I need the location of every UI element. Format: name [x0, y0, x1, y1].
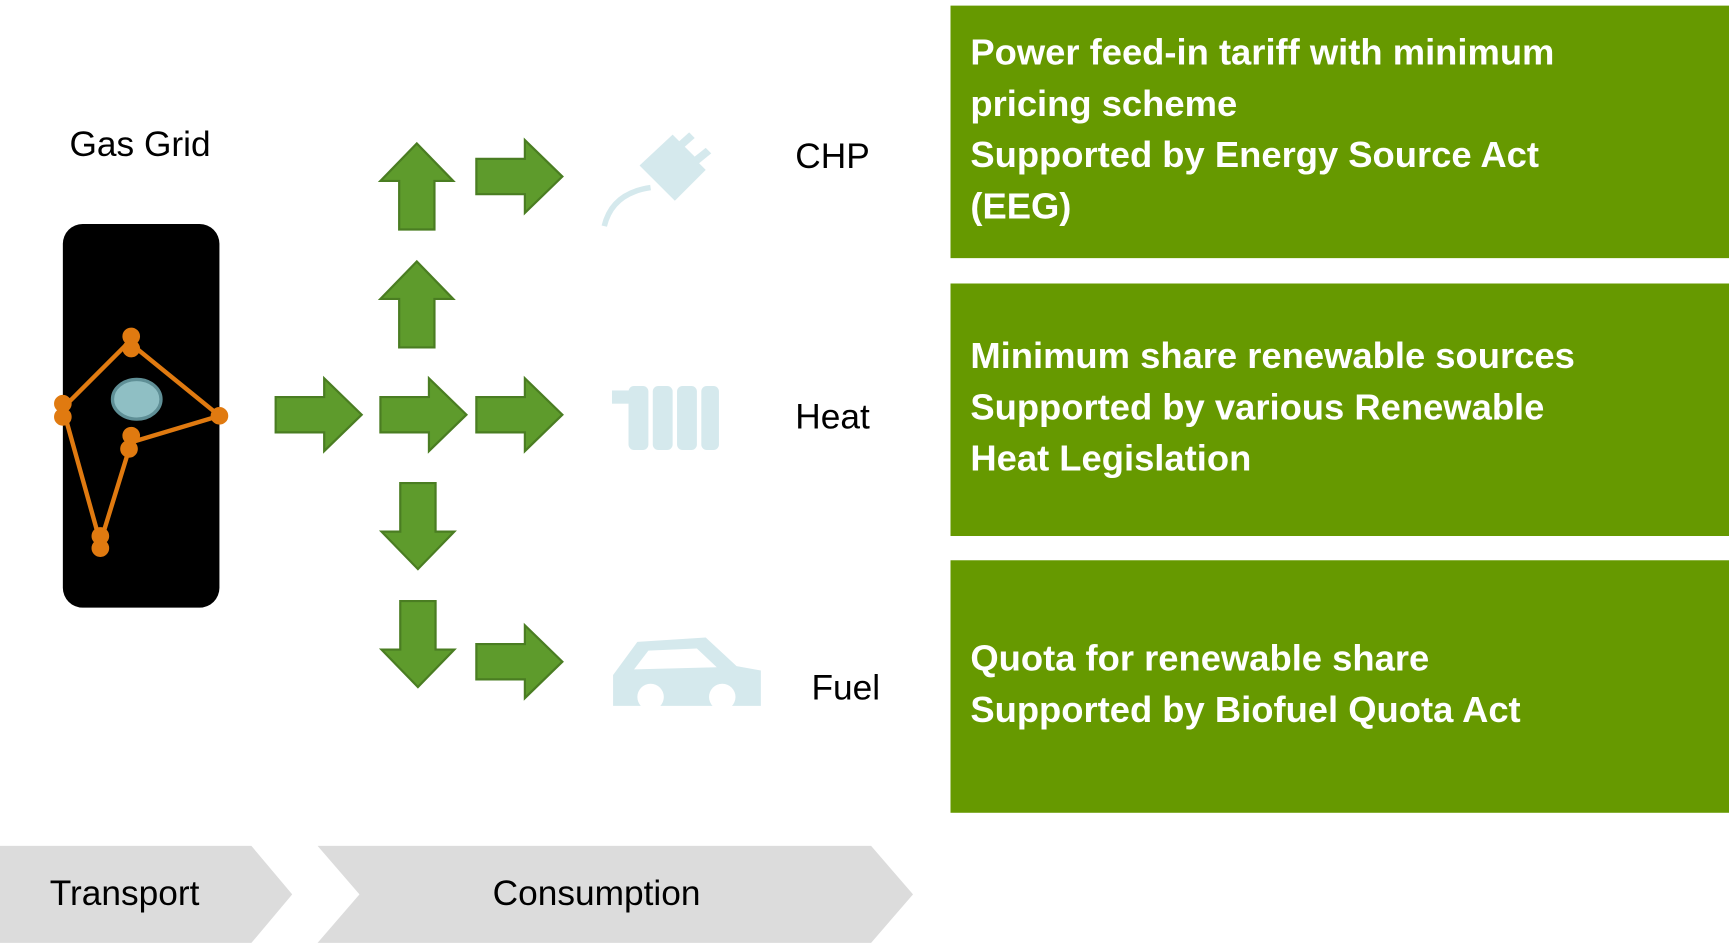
- car-icon: [613, 637, 761, 710]
- support-text: Minimum share renewable sources: [970, 335, 1574, 376]
- support-text: Supported by various Renewable: [970, 386, 1544, 427]
- use-label: Heat: [795, 397, 870, 436]
- support-text: Power feed-in tariff with minimum: [970, 32, 1554, 73]
- use-label: CHP: [795, 137, 869, 176]
- support-box: [951, 560, 1729, 813]
- grid-title: Gas Grid: [69, 125, 210, 164]
- flow-arrows: [276, 140, 563, 698]
- plug-icon: [604, 132, 711, 226]
- support-text: Heat Legislation: [970, 438, 1251, 479]
- support-text: Supported by Biofuel Quota Act: [970, 689, 1520, 730]
- diagram: Gas Grid CHPPower feed-in tariff with m: [0, 0, 1729, 943]
- use-label: Fuel: [811, 669, 880, 708]
- stage-label: Consumption: [493, 874, 701, 913]
- support-text: Quota for renewable share: [970, 637, 1429, 678]
- stage-label: Transport: [50, 874, 200, 913]
- support-text: pricing scheme: [970, 83, 1237, 124]
- stage-bar: Transport Consumption: [0, 846, 913, 943]
- support-text: (EEG): [970, 185, 1071, 226]
- gas-node: [112, 379, 161, 419]
- radiator-icon: [612, 386, 719, 450]
- support-text: Supported by Energy Source Act: [970, 134, 1539, 175]
